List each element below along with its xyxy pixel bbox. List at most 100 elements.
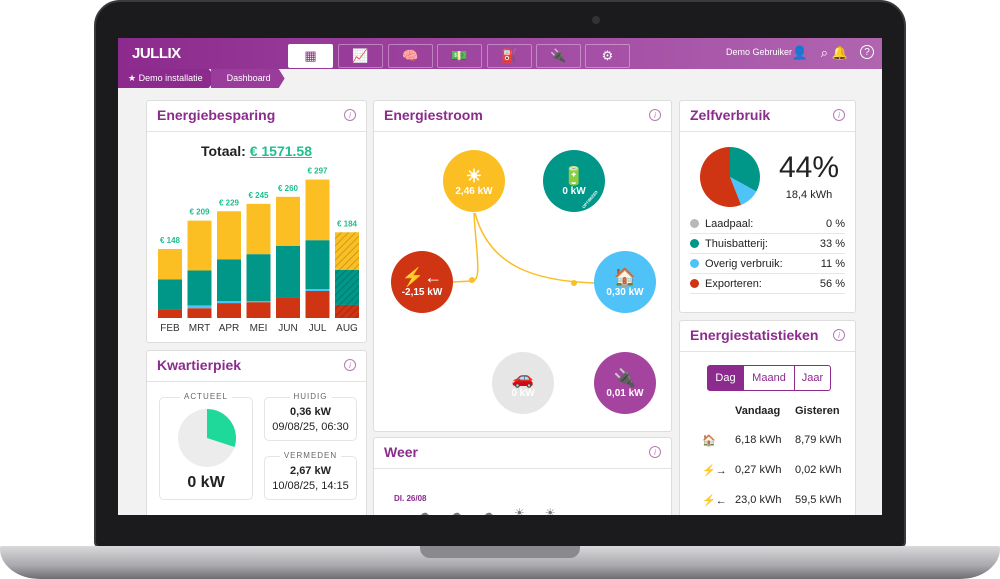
info-icon[interactable]: i [344,359,356,371]
bar-segment[interactable] [246,203,271,255]
self-use-energy: 18,4 kWh [785,189,833,201]
nav-dashboard[interactable]: ▦ [288,44,333,68]
card-kwartierpiek: Kwartierpiek i ACTUEEL 0 kW HUIDIG 0,36 … [146,350,367,515]
breadcrumb-home[interactable]: ★ Demo installatie [118,69,217,88]
total: Totaal: € 1571.58 [200,143,313,159]
nav-brain[interactable]: 🧠 [388,44,433,68]
ev-charger-icon: ⛽ [501,48,518,63]
bar-segment[interactable] [305,289,330,291]
stats-row: 🏠 6,18 kWh 8,79 kWh [690,434,845,447]
bar-segment[interactable] [158,309,182,318]
chart-line-icon: 📈 [352,48,369,63]
info-icon[interactable]: i [649,446,661,458]
brain-icon: 🧠 [402,48,419,63]
bar-segment[interactable] [305,290,330,318]
tab-dag[interactable]: Dag [707,365,744,391]
bar-segment[interactable] [217,259,241,302]
bar-segment[interactable] [246,254,271,302]
month-label: FEB [160,323,180,334]
node-grid[interactable]: ⚡← -2,15 kW [391,251,453,313]
bar-value-label: € 229 [219,198,240,207]
nav-money[interactable]: 💵 [437,44,482,68]
bar-segment[interactable] [217,301,241,304]
gear-icon: ⚙ [601,48,614,63]
node-car[interactable]: 🚗 0 kW [492,352,554,414]
bar-segment[interactable] [187,305,212,309]
info-icon[interactable]: i [833,109,845,121]
bar-segment[interactable] [246,302,271,318]
node-solar[interactable]: ☀ 2,46 kW [443,150,505,212]
legend-item: Laadpaal: 0 % [690,214,845,234]
bar-segment[interactable] [217,211,241,260]
user-icon[interactable]: 👤 [791,45,808,60]
bar-segment[interactable] [217,303,241,318]
node-battery[interactable]: 🔋 0 kW OPTIMIZED [543,150,605,212]
card-zelfverbruik: Zelfverbruik i 44% 18,4 kWh Laadpaal: 0 %… [679,100,856,313]
card-title: Energiebesparing [147,101,366,132]
pie-slice[interactable] [730,147,760,192]
bar-segment[interactable] [187,270,212,306]
home-icon: 🏠 [613,266,637,287]
bar-hatch [335,270,359,305]
help-icon[interactable]: ? [860,45,874,59]
legend-dot [690,259,699,268]
bar-segment[interactable] [276,245,300,298]
power-pylon-icon: ⚡← [401,266,443,287]
logo[interactable]: JULLIX [132,45,181,62]
bar-value-label: € 245 [248,191,269,200]
pie-slice[interactable] [700,147,742,207]
node-plug[interactable]: 🔌 0,01 kW [594,352,656,414]
vermeden-value: 2,67 kW [290,465,331,477]
bar-value-label: € 260 [278,184,299,193]
solar-panel-icon: ☀ [465,165,483,186]
grid-export-icon: ⚡→ [702,465,727,477]
savings-chart: € 148 FEB € 209 MRT € 229 APR € 245 MEI € 260 JUN… [158,167,359,334]
vermeden-box: VERMEDEN 2,67 kW 10/08/25, 14:15 [264,451,357,500]
bar-hatch [335,232,359,271]
nav-chart-line[interactable]: 📈 [338,44,383,68]
huidig-value: 0,36 kW [290,406,331,418]
bar-segment[interactable] [276,196,300,246]
search-icon[interactable]: ⌕ [820,45,828,60]
bar-segment[interactable] [158,249,182,280]
info-icon[interactable]: i [649,109,661,121]
bar-segment[interactable] [158,279,182,310]
star-icon: ★ [128,73,139,83]
bar-segment[interactable] [305,179,330,241]
card-title: Energiestroom [374,101,671,132]
bar-segment[interactable] [187,308,212,318]
total-link[interactable]: € 1571.58 [249,143,313,159]
gauge-fill [207,409,236,447]
pie-slice[interactable] [730,177,757,205]
nav-gear[interactable]: ⚙ [585,44,630,68]
month-label: MEI [250,323,268,334]
stats-row: ⚡→ 0,27 kWh 0,02 kWh [690,464,845,477]
bar-segment[interactable] [246,301,271,303]
home-icon: 🏠 [702,435,716,447]
nav-plug[interactable]: 🔌 [536,44,581,68]
bar-segment[interactable] [276,297,300,318]
actueel-box: ACTUEEL 0 kW [159,392,253,500]
node-home[interactable]: 🏠 0,30 kW [594,251,656,313]
bar-segment[interactable] [187,220,212,271]
tab-maand[interactable]: Maand [743,365,795,391]
info-icon[interactable]: i [344,109,356,121]
bar-value-label: € 184 [337,219,358,228]
nav-ev-charger[interactable]: ⛽ [487,44,532,68]
card-energiestroom: Energiestroom i ☀ 2,46 kW 🔋 0 kW OPTIMIZED … [373,100,672,432]
tab-jaar[interactable]: Jaar [794,365,831,391]
weather-day: DI. 26/08 [394,494,427,503]
car-off-icon: 🚗 [511,367,535,388]
month-label: JUN [278,323,297,334]
bell-icon[interactable]: 🔔 [831,45,848,60]
grid-import-icon: ⚡← [702,495,727,507]
card-title: Weer [374,438,671,469]
card-title: Energiestatistieken [680,321,855,352]
info-icon[interactable]: i [833,329,845,341]
user-name[interactable]: Demo Gebruiker [725,47,792,57]
month-label: APR [219,323,240,334]
breadcrumb-dashboard[interactable]: Dashboard [210,69,285,88]
month-label: MRT [189,323,210,334]
month-label: JUL [309,323,327,334]
bar-segment[interactable] [305,240,330,290]
